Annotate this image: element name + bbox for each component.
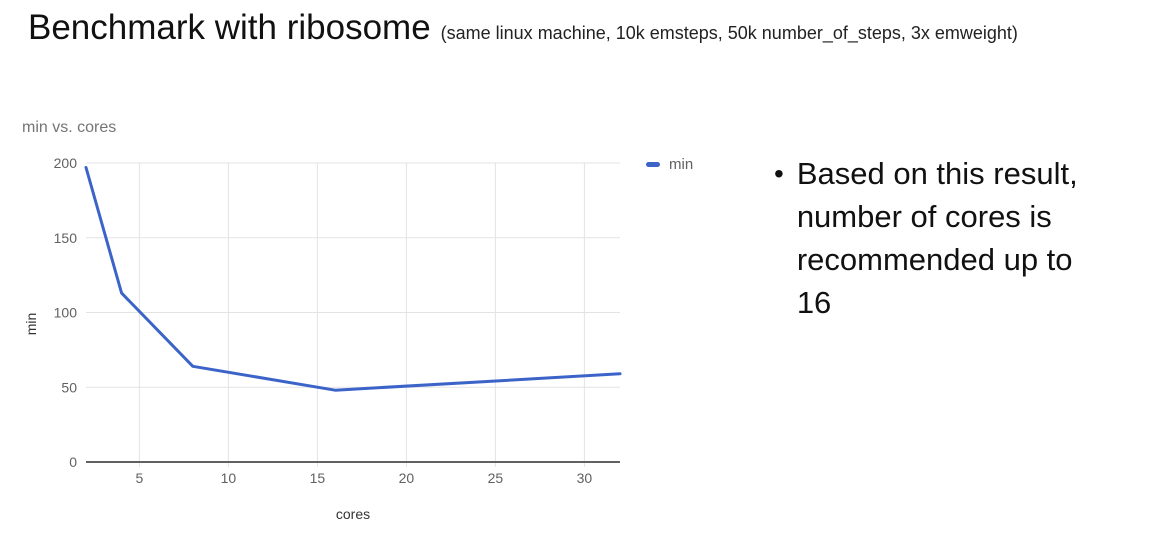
- svg-text:10: 10: [221, 470, 237, 486]
- legend-line-swatch: [646, 162, 660, 167]
- svg-text:200: 200: [54, 155, 78, 171]
- x-axis-title: cores: [335, 506, 371, 522]
- svg-text:30: 30: [577, 470, 593, 486]
- svg-text:15: 15: [310, 470, 326, 486]
- slide-header: Benchmark with ribosome (same linux mach…: [28, 8, 1018, 48]
- chart-title: min vs. cores: [22, 119, 117, 136]
- line-plot-canvas: 0 50 100 150 200 5 10 15 20 25 30: [54, 155, 622, 486]
- svg-text:5: 5: [136, 470, 144, 486]
- svg-text:50: 50: [61, 379, 77, 395]
- y-axis-title: min: [23, 312, 39, 336]
- chart-legend: min: [646, 156, 693, 173]
- svg-text:0: 0: [69, 454, 77, 470]
- svg-text:20: 20: [399, 470, 415, 486]
- svg-text:100: 100: [54, 305, 78, 321]
- bullet-marker: •: [774, 158, 784, 189]
- legend-label: min: [669, 156, 694, 173]
- benchmark-chart: min vs. cores 0 50 100 150 200 5 10 15 20 25 30 mi…: [0, 110, 730, 540]
- bullet-text: Based on this result, number of cores is…: [796, 156, 1078, 320]
- page-title: Benchmark with ribosome: [28, 8, 431, 47]
- svg-text:25: 25: [488, 470, 504, 486]
- bullet-note: • Based on this result, number of cores …: [774, 152, 1130, 324]
- svg-text:150: 150: [54, 230, 78, 246]
- page-subtitle: (same linux machine, 10k emsteps, 50k nu…: [440, 23, 1018, 43]
